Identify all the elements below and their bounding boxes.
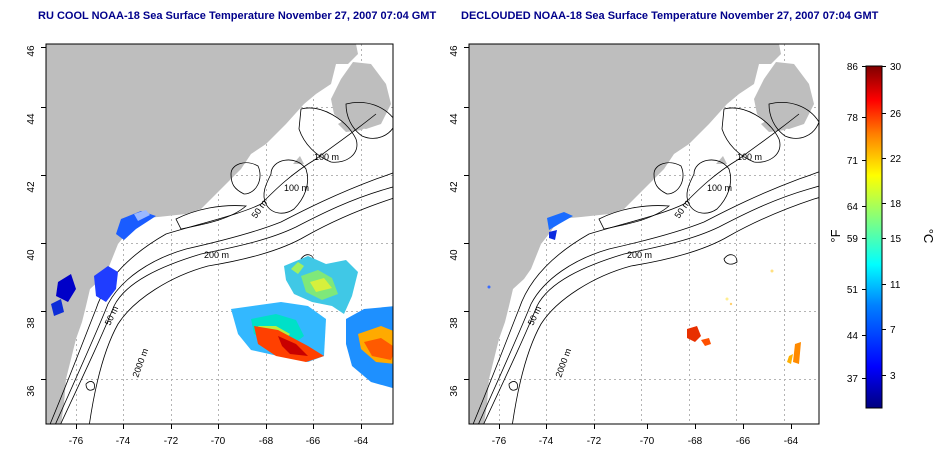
left-map-y-axis: 36 38 40 42 44 46	[26, 45, 37, 397]
left-x-tick: -64	[354, 436, 369, 447]
right-x-tick: -64	[784, 436, 799, 447]
right-x-tick: -68	[688, 436, 703, 447]
right-x-tick: -70	[640, 436, 655, 447]
right-map-sst-data	[487, 212, 801, 364]
left-y-tick: 36	[26, 385, 37, 397]
contour-label-100m-central: 100 m	[707, 183, 732, 193]
colorbar-f-tick: 71	[847, 156, 859, 167]
contour-label-100m-north: 100 m	[737, 152, 762, 162]
colorbar-ticks	[862, 66, 886, 379]
colorbar-c-tick: 11	[890, 280, 901, 291]
contour-label-200m: 200 m	[204, 250, 229, 260]
colorbar-f-tick: 59	[847, 234, 859, 245]
colorbar-c-tick: 26	[890, 109, 902, 120]
colorbar-fahrenheit-unit: °F	[828, 229, 843, 242]
contour-label-200m: 200 m	[627, 250, 652, 260]
right-y-tick: 42	[449, 181, 460, 193]
colorbar-f-tick: 51	[847, 285, 859, 296]
left-x-tick: -70	[211, 436, 226, 447]
colorbar-f-tick: 37	[847, 374, 859, 385]
colorbar-f-tick: 78	[847, 113, 859, 124]
right-map-ticks	[464, 47, 792, 429]
left-y-tick: 42	[26, 181, 37, 193]
right-y-tick: 44	[449, 113, 460, 125]
left-y-tick: 40	[26, 249, 37, 261]
right-map-y-axis: 36 38 40 42 44 46	[449, 45, 460, 397]
left-x-tick: -72	[164, 436, 179, 447]
colorbar-gradient	[865, 65, 883, 409]
left-map-title: RU COOL NOAA-18 Sea Surface Temperature …	[38, 10, 437, 22]
right-y-tick: 38	[449, 317, 460, 329]
right-x-tick: -74	[539, 436, 554, 447]
left-y-tick: 44	[26, 113, 37, 125]
left-y-tick: 38	[26, 317, 37, 329]
colorbar-c-tick: 18	[890, 199, 902, 210]
right-map: 100 m 100 m 50 m 200 m 50 m 2000 m -76 -…	[449, 43, 820, 447]
right-x-tick: -66	[736, 436, 751, 447]
colorbar-c-tick: 15	[890, 234, 902, 245]
colorbar-c-tick: 3	[890, 371, 896, 382]
colorbar-f-tick: 86	[847, 62, 859, 73]
right-y-tick: 46	[449, 45, 460, 57]
left-y-tick: 46	[26, 45, 37, 57]
colorbar: 86 78 71 64 59 51 44 37 30 26 22 18 15 1…	[828, 62, 936, 409]
left-map: 100 m 100 m 50 m 200 m 50 m 2000 m -76 -…	[26, 43, 394, 447]
colorbar-c-tick: 30	[890, 62, 902, 73]
contour-label-100m-central: 100 m	[284, 183, 309, 193]
left-x-tick: -74	[116, 436, 131, 447]
right-map-title: DECLOUDED NOAA-18 Sea Surface Temperatur…	[461, 10, 879, 22]
right-map-x-axis: -76 -74 -72 -70 -68 -66 -64	[492, 436, 799, 447]
left-x-tick: -76	[69, 436, 84, 447]
right-x-tick: -76	[492, 436, 507, 447]
colorbar-fahrenheit-ticks: 86 78 71 64 59 51 44 37	[847, 62, 859, 385]
left-x-tick: -66	[306, 436, 321, 447]
left-map-ticks	[41, 47, 362, 429]
colorbar-celsius-unit: °C	[921, 229, 936, 244]
right-y-tick: 40	[449, 249, 460, 261]
colorbar-f-tick: 44	[847, 331, 859, 342]
right-y-tick: 36	[449, 385, 460, 397]
left-map-sst-data	[51, 210, 393, 389]
colorbar-c-tick: 7	[890, 325, 896, 336]
right-map-frame	[468, 43, 820, 425]
right-x-tick: -72	[587, 436, 602, 447]
colorbar-celsius-ticks: 30 26 22 18 15 11 7 3	[890, 62, 902, 382]
left-map-x-axis: -76 -74 -72 -70 -68 -66 -64	[69, 436, 369, 447]
contour-label-100m-north: 100 m	[314, 152, 339, 162]
left-map-frame	[45, 43, 394, 425]
left-x-tick: -68	[259, 436, 274, 447]
colorbar-f-tick: 64	[847, 202, 859, 213]
colorbar-c-tick: 22	[890, 154, 902, 165]
